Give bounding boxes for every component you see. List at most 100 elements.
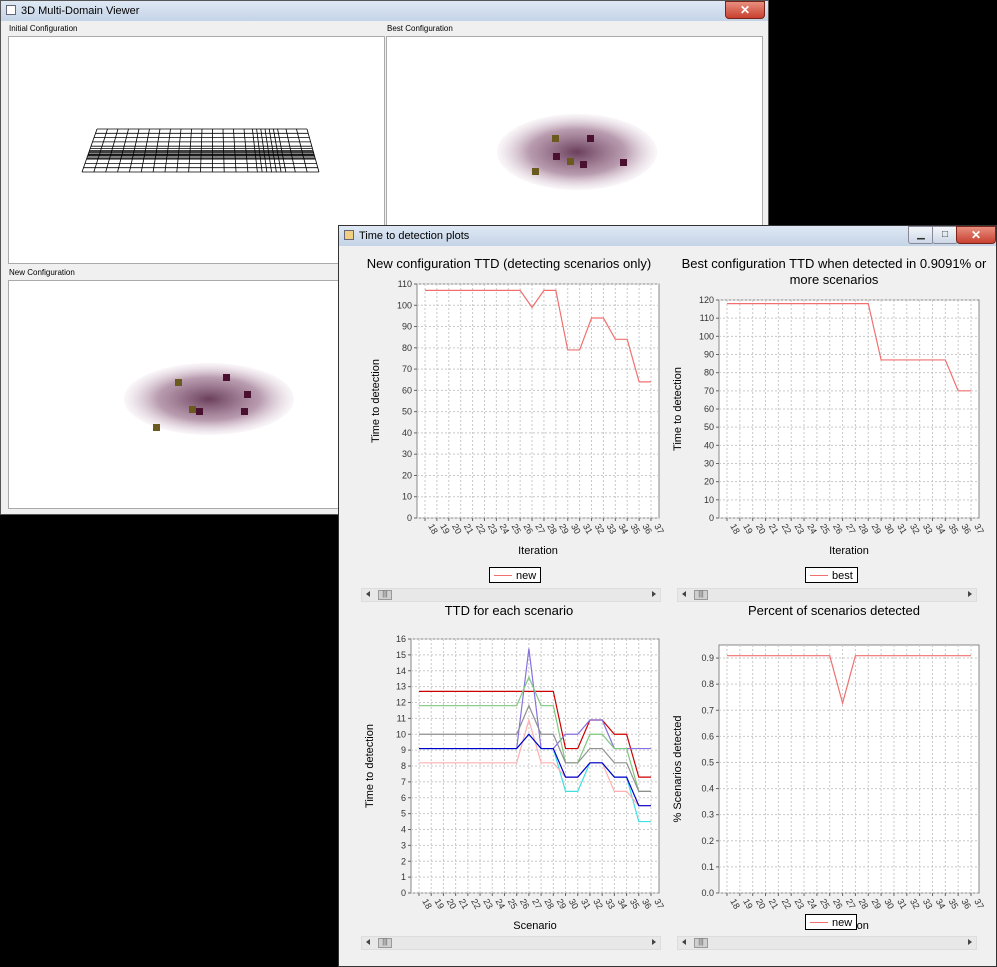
x-tick-label: 22 — [780, 522, 794, 536]
y-tick-label: 70 — [704, 386, 714, 396]
chart-best-ttd-scrollbar[interactable]: ||| — [677, 588, 977, 602]
x-tick-label: 29 — [557, 522, 571, 536]
scroll-right-icon[interactable] — [968, 591, 972, 597]
x-tick-label: 29 — [870, 897, 884, 911]
scroll-right-icon[interactable] — [968, 939, 972, 945]
initial-config-view[interactable] — [8, 36, 385, 264]
y-tick-label: 5 — [401, 809, 406, 819]
scroll-left-icon[interactable] — [682, 939, 686, 945]
maximize-button[interactable]: □ — [932, 226, 958, 244]
y-tick-label: 14 — [396, 666, 406, 676]
y-tick-label: 4 — [401, 825, 406, 835]
y-tick-label: 80 — [402, 343, 412, 353]
y-tick-label: 0.7 — [701, 705, 714, 715]
viewer-titlebar[interactable]: 3D Multi-Domain Viewer ✕ — [1, 1, 768, 21]
y-tick-label: 60 — [402, 385, 412, 395]
y-tick-label: 11 — [397, 713, 406, 723]
y-tick-label: 40 — [704, 440, 714, 450]
x-tick-label: 27 — [533, 522, 547, 536]
y-tick-label: 100 — [699, 331, 714, 341]
y-tick-label: 0.1 — [701, 862, 714, 872]
legend-best: best — [805, 567, 858, 583]
y-tick-label: 30 — [704, 459, 714, 469]
new-config-view[interactable] — [8, 280, 348, 509]
chart-scenario-ttd-title: TTD for each scenario — [444, 603, 574, 618]
y-tick-label: 9 — [401, 745, 406, 755]
x-tick-label: 22 — [780, 897, 794, 911]
y-tick-label: 80 — [704, 368, 714, 378]
x-tick-label: 31 — [581, 522, 595, 536]
x-tick-label: 20 — [450, 522, 464, 536]
x-tick-label: 18 — [728, 522, 742, 536]
x-tick-label: 26 — [521, 522, 535, 536]
x-tick-label: 23 — [792, 522, 806, 536]
chart-scenario-ttd-scrollbar[interactable]: ||| — [361, 936, 661, 950]
y-tick-label: 8 — [401, 761, 406, 771]
minimize-button[interactable]: ▁ — [908, 226, 934, 244]
y-axis-label: Time to detection — [364, 724, 376, 808]
series-line — [727, 655, 971, 706]
x-tick-label: 31 — [895, 897, 909, 911]
x-tick-label: 37 — [652, 897, 666, 911]
chart-new-ttd-title: New configuration TTD (detecting scenari… — [366, 256, 652, 271]
x-tick-label: 21 — [767, 897, 781, 911]
y-tick-label: 0.8 — [701, 679, 714, 689]
y-tick-label: 0.9 — [701, 653, 714, 663]
viewer-close-button[interactable]: ✕ — [725, 1, 765, 19]
x-tick-label: 36 — [959, 897, 973, 911]
java-icon — [344, 230, 354, 240]
initial-config-label: Initial Configuration — [9, 24, 78, 33]
legend-new-swatch — [494, 575, 512, 576]
ttd-close-button[interactable]: ✕ — [956, 226, 996, 244]
x-tick-label: 18 — [728, 897, 742, 911]
scroll-left-icon[interactable] — [366, 939, 370, 945]
y-tick-label: 120 — [699, 295, 714, 305]
x-tick-label: 34 — [934, 897, 948, 911]
new-cube — [175, 379, 182, 386]
app-icon — [6, 5, 16, 15]
scroll-thumb[interactable]: ||| — [694, 938, 708, 948]
series-line — [419, 704, 651, 792]
chart-new-ttd-scrollbar[interactable]: ||| — [361, 588, 661, 602]
y-tick-label: 50 — [704, 422, 714, 432]
y-tick-label: 6 — [401, 793, 406, 803]
ttd-titlebar[interactable]: Time to detection plots ▁ □ ✕ — [339, 226, 996, 246]
x-tick-label: 25 — [506, 897, 520, 911]
y-tick-label: 15 — [396, 650, 406, 660]
x-tick-label: 28 — [545, 522, 559, 536]
x-tick-label: 30 — [882, 897, 896, 911]
best-cube — [580, 161, 587, 168]
y-tick-label: 0.5 — [701, 757, 714, 767]
scroll-right-icon[interactable] — [652, 939, 656, 945]
y-tick-label: 0 — [401, 888, 406, 898]
x-tick-label: 29 — [555, 897, 569, 911]
scroll-thumb[interactable]: ||| — [378, 590, 392, 600]
best-cube — [620, 159, 627, 166]
scroll-left-icon[interactable] — [366, 591, 370, 597]
y-tick-label: 100 — [397, 300, 412, 310]
y-tick-label: 30 — [402, 449, 412, 459]
x-tick-label: 20 — [754, 522, 768, 536]
x-axis-label: Iteration — [518, 545, 558, 557]
y-tick-label: 10 — [704, 495, 714, 505]
chart-best-title-line1: Best configuration TTD when detected in … — [681, 256, 987, 271]
legend-best-label: best — [832, 570, 853, 582]
best-config-label: Best Configuration — [387, 24, 453, 33]
x-tick-label: 28 — [857, 897, 871, 911]
x-tick-label: 33 — [921, 897, 935, 911]
x-tick-label: 26 — [518, 897, 532, 911]
new-cube — [223, 374, 230, 381]
y-tick-label: 0.3 — [701, 810, 714, 820]
plot-area — [718, 644, 980, 894]
x-tick-label: 23 — [792, 897, 806, 911]
chart-percent-scrollbar[interactable]: ||| — [677, 936, 977, 950]
x-tick-label: 36 — [640, 897, 654, 911]
scroll-thumb[interactable]: ||| — [378, 938, 392, 948]
scroll-right-icon[interactable] — [652, 591, 656, 597]
scroll-left-icon[interactable] — [682, 591, 686, 597]
viewer-title: 3D Multi-Domain Viewer — [21, 5, 140, 17]
x-tick-label: 26 — [831, 522, 845, 536]
x-tick-label: 30 — [882, 522, 896, 536]
scroll-thumb[interactable]: ||| — [694, 590, 708, 600]
